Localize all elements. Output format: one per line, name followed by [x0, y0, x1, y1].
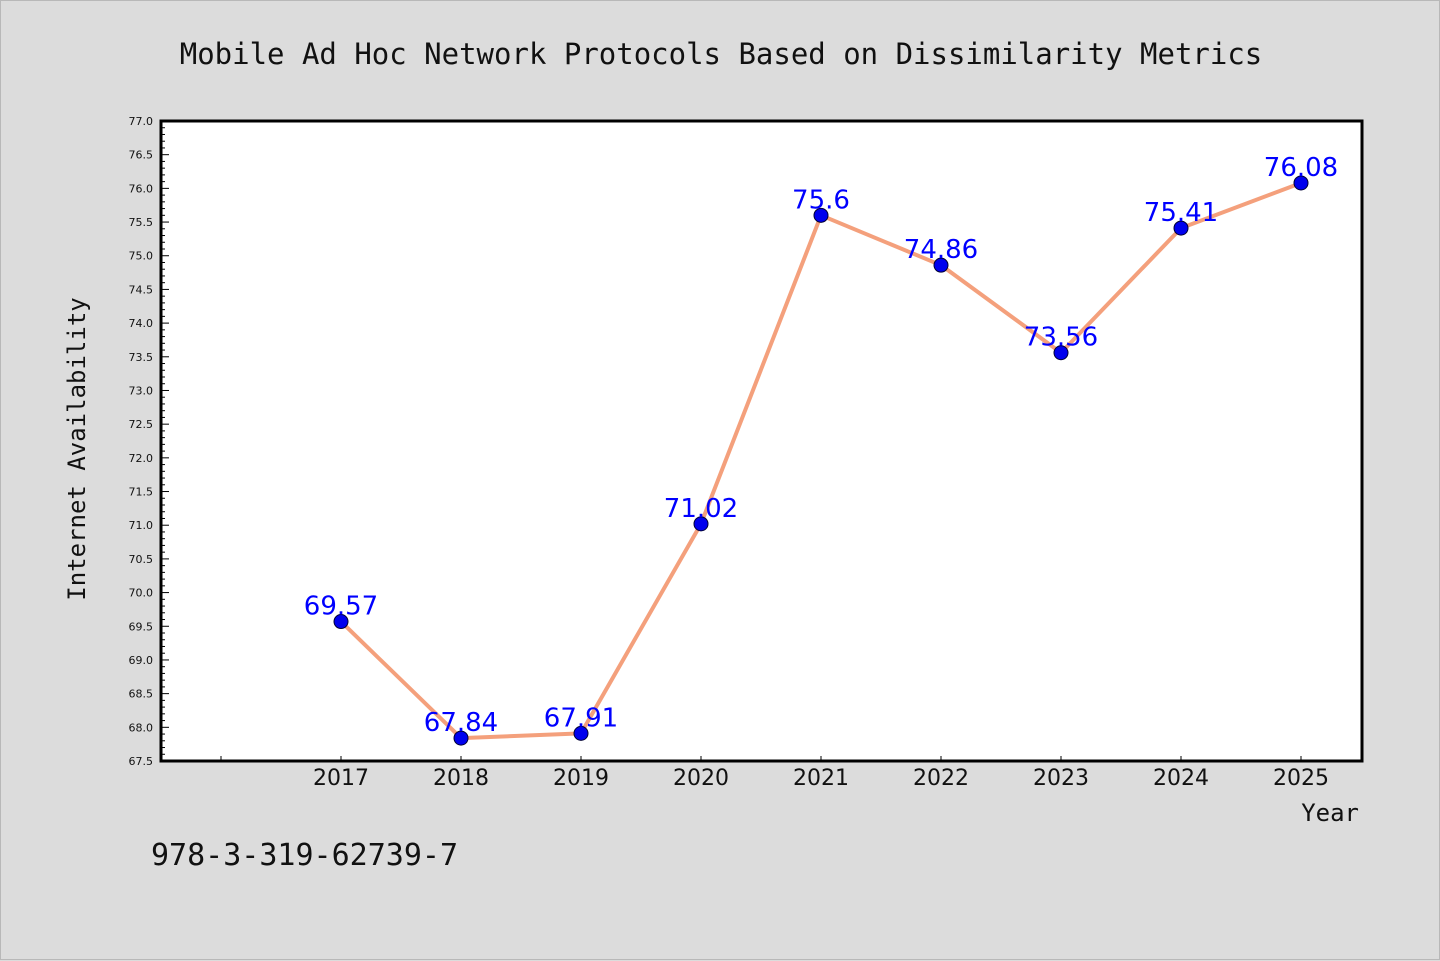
y-axis-ticks: 67.5 68.0 68.5 69.0 69.5 70.0 70.5 71.0 71.5 72.0…: [129, 115, 169, 768]
data-point: [933, 257, 949, 273]
x-tick-label: 2023: [1033, 766, 1089, 791]
x-axis-label: Year: [1301, 799, 1359, 827]
y-tick-label: 70.0: [129, 587, 154, 600]
x-tick-label: 2024: [1153, 766, 1209, 791]
y-tick-label: 68.0: [129, 721, 154, 734]
x-tick-label: 2022: [913, 766, 969, 791]
y-tick-label: 69.0: [129, 654, 154, 667]
y-tick-label: 68.5: [129, 688, 154, 701]
y-tick-label: 73.5: [129, 351, 154, 364]
y-tick-label: 72.5: [129, 418, 154, 431]
data-point: [1053, 345, 1069, 361]
data-label: 75.41: [1144, 198, 1218, 228]
data-point: [1173, 220, 1189, 236]
data-label: 67.84: [424, 708, 498, 738]
isbn-footer: 978-3-319-62739-7: [151, 838, 458, 873]
x-tick-label: 2019: [553, 766, 609, 791]
x-tick-label: 2020: [673, 766, 729, 791]
data-point: [693, 516, 709, 532]
x-tick-label: 2018: [433, 766, 489, 791]
data-point: [333, 614, 349, 630]
y-tick-label: 69.5: [129, 620, 154, 633]
y-tick-label: 74.5: [129, 283, 154, 296]
data-label: 73.56: [1024, 323, 1098, 353]
data-point: [1293, 175, 1309, 191]
y-tick-label: 67.5: [129, 755, 154, 768]
x-axis-ticks: 2017 2018 2019 2020 2021 2022 2023 2024 2025: [220, 756, 1329, 791]
x-tick-label: 2021: [793, 766, 849, 791]
data-label: 71.02: [664, 494, 738, 524]
data-points: [333, 175, 1309, 746]
data-point: [813, 207, 829, 223]
y-tick-label: 75.5: [129, 216, 154, 229]
data-labels: 69.57 67.84 67.91 71.02 75.6 74.86 73.56 75.41 7…: [304, 153, 1338, 738]
data-label: 69.57: [304, 592, 378, 622]
data-label: 75.6: [792, 185, 850, 215]
y-tick-label: 72.0: [129, 452, 154, 465]
y-tick-label: 77.0: [129, 115, 154, 128]
x-tick-label: 2017: [313, 766, 369, 791]
y-tick-label: 76.0: [129, 182, 154, 195]
chart-title: Mobile Ad Hoc Network Protocols Based on…: [180, 37, 1263, 71]
y-tick-label: 74.0: [129, 317, 154, 330]
y-tick-label: 71.5: [129, 486, 154, 499]
y-tick-label: 73.0: [129, 384, 154, 397]
y-tick-label: 76.5: [129, 149, 154, 162]
y-tick-label: 71.0: [129, 519, 154, 532]
data-label: 74.86: [904, 235, 978, 265]
y-tick-label: 70.5: [129, 553, 154, 566]
y-axis-label: Internet Availability: [63, 297, 91, 600]
data-point: [453, 730, 469, 746]
plot-area: [159, 119, 1364, 763]
data-label: 76.08: [1264, 153, 1338, 183]
x-tick-label: 2025: [1273, 766, 1329, 791]
data-label: 67.91: [544, 703, 618, 733]
y-tick-label: 75.0: [129, 250, 154, 263]
data-point: [573, 725, 589, 741]
